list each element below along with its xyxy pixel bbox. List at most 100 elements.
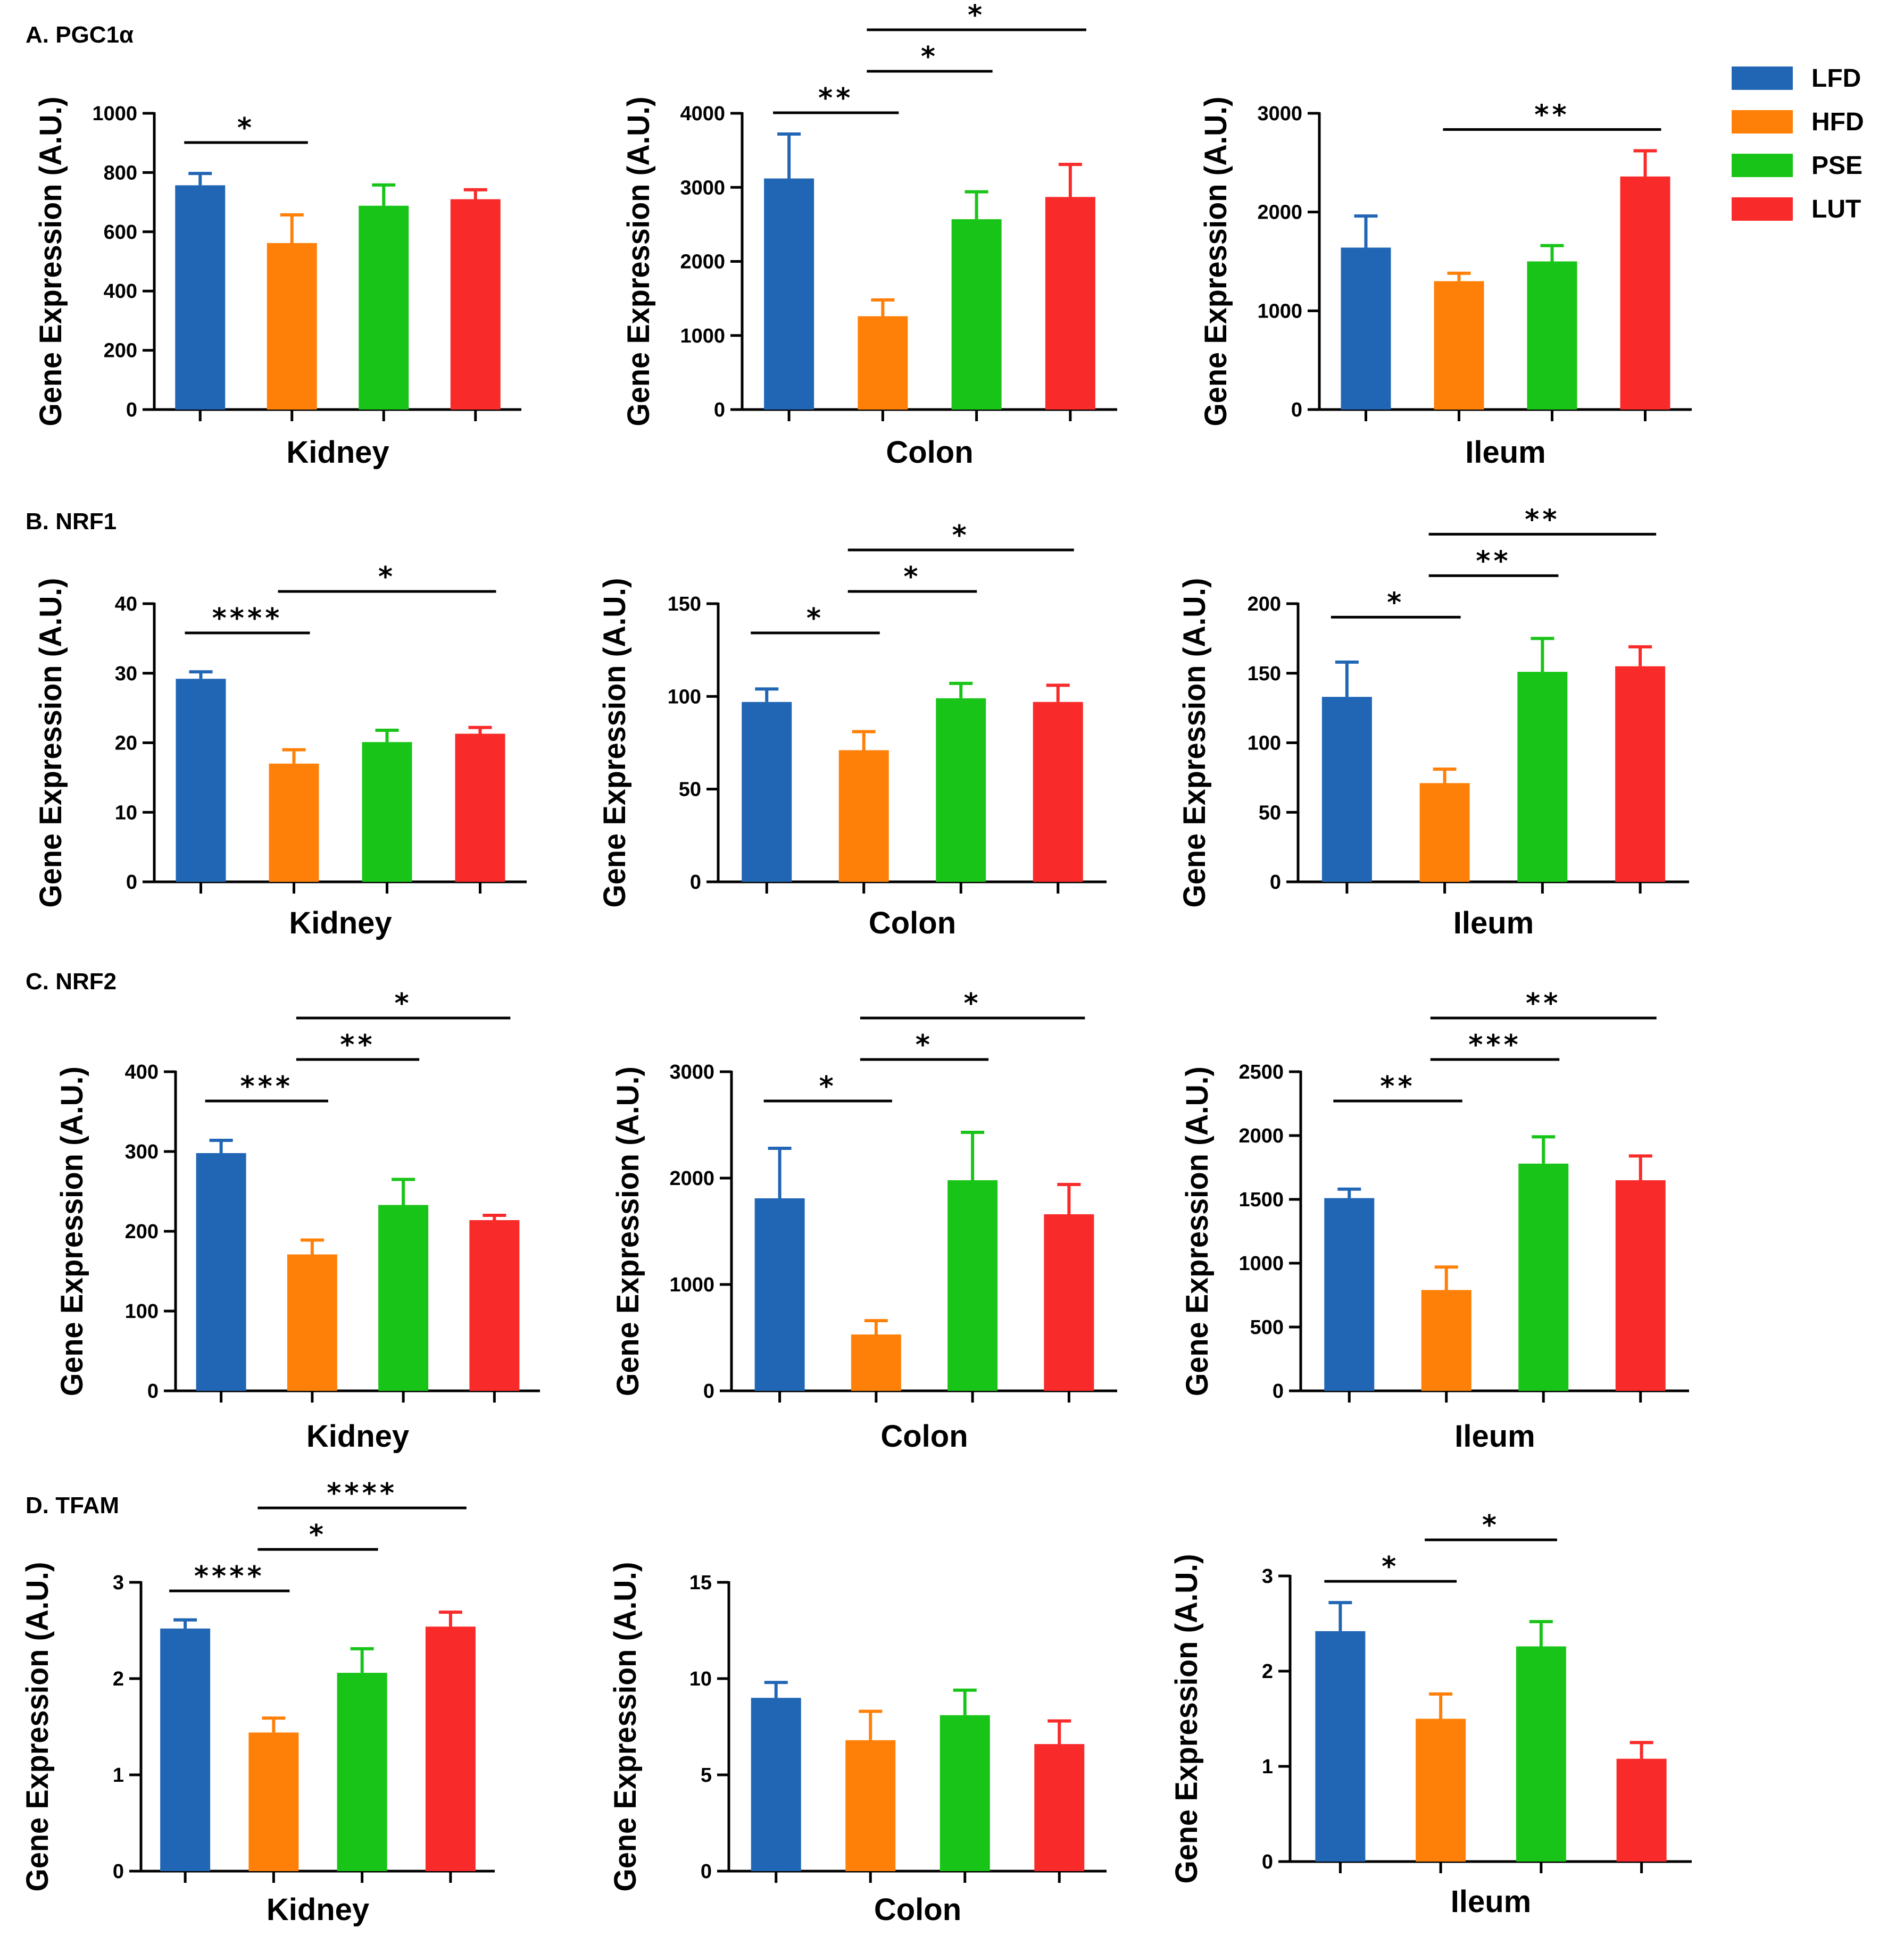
y-tick-label: 1000 [680, 325, 725, 347]
y-tick-label: 0 [714, 399, 725, 421]
y-axis-label: Gene Expression (A.U.) [34, 578, 68, 908]
legend-swatch-pse [1732, 154, 1793, 177]
legend-label-hfd: HFD [1811, 108, 1864, 136]
y-tick-label: 0 [147, 1380, 159, 1403]
bar-hfd [287, 1254, 337, 1391]
significance-label: * [395, 988, 412, 1020]
significance-label: * [952, 520, 970, 552]
x-axis-label: Ileum [1454, 1419, 1535, 1454]
y-axis-label: Gene Expression (A.U.) [611, 1066, 645, 1396]
y-tick-label: 2 [113, 1668, 124, 1690]
bar-lfd [742, 702, 792, 882]
bar-hfd [838, 750, 889, 882]
y-tick-label: 1500 [1238, 1189, 1284, 1211]
y-tick-label: 200 [1248, 593, 1281, 615]
significance-label: * [1482, 1509, 1500, 1541]
y-tick-label: 15 [689, 1572, 712, 1594]
significance-label: ** [818, 82, 853, 114]
bar-pse [939, 1715, 990, 1871]
x-axis-label: Kidney [306, 1419, 409, 1454]
significance-label: * [378, 561, 396, 593]
bar-pse [1517, 672, 1568, 882]
significance-label: * [237, 112, 255, 144]
significance-label: *** [240, 1071, 293, 1103]
y-tick-label: 3000 [669, 1061, 714, 1083]
x-axis-label: Kidney [289, 906, 392, 940]
y-tick-label: 50 [1259, 802, 1281, 824]
bar-lfd [160, 1628, 211, 1871]
bar-pse [951, 219, 1002, 410]
bar-hfd [845, 1740, 896, 1871]
bar-lut [1034, 1744, 1085, 1871]
legend-label-lut: LUT [1811, 195, 1861, 223]
chart-panel: 0 1000 2000 3000 * * * Colon Gene Expression (A.… [611, 988, 1117, 1454]
bar-lut [1615, 666, 1666, 882]
y-tick-label: 10 [115, 802, 137, 824]
y-tick-label: 0 [126, 871, 137, 894]
bar-lut [1615, 1180, 1666, 1391]
y-tick-label: 3 [1262, 1565, 1273, 1588]
bar-lut [1620, 176, 1670, 410]
bar-hfd [1419, 783, 1470, 882]
bar-hfd [858, 316, 908, 410]
bar-lfd [196, 1153, 246, 1391]
bar-lfd [751, 1698, 801, 1871]
y-tick-label: 10 [689, 1668, 712, 1690]
y-tick-label: 2000 [669, 1167, 714, 1190]
chart-panel: 0 50 100 150 * * * Colon Gene Expression (A.U.) [597, 520, 1107, 940]
y-tick-label: 5 [701, 1764, 712, 1787]
y-tick-label: 0 [701, 1860, 712, 1883]
x-axis-label: Colon [874, 1892, 961, 1927]
y-tick-label: 600 [104, 221, 137, 244]
chart-panel: 0 5 10 15 Colon Gene Expression (A.U.) [608, 1562, 1107, 1927]
significance-label: ** [1476, 545, 1511, 577]
bar-pse [1527, 261, 1577, 410]
bar-pse [1518, 1163, 1569, 1391]
legend-swatch-lfd [1732, 66, 1793, 90]
y-tick-label: 0 [113, 1860, 124, 1883]
y-tick-label: 3000 [1257, 103, 1302, 125]
y-tick-label: 0 [1262, 1851, 1273, 1873]
bar-lut [1044, 1214, 1094, 1391]
significance-label: * [807, 603, 824, 635]
bar-lut [1033, 702, 1083, 882]
significance-label: * [1382, 1551, 1399, 1583]
section-label: D. TFAM [26, 1492, 119, 1519]
significance-label: * [916, 1029, 933, 1061]
bar-lfd [175, 185, 226, 410]
y-tick-label: 1000 [1238, 1253, 1284, 1275]
y-tick-label: 1000 [1257, 300, 1302, 322]
y-tick-label: 500 [1250, 1316, 1284, 1339]
y-tick-label: 0 [703, 1380, 714, 1403]
chart-panel: 0 1000 2000 3000 ** Ileum Gene Expression (A.U… [1199, 97, 1692, 470]
legend-label-pse: PSE [1811, 152, 1863, 180]
y-tick-label: 30 [115, 663, 137, 685]
y-axis-label: Gene Expression (A.U.) [1177, 578, 1212, 908]
bar-hfd [248, 1732, 299, 1871]
bar-lut [469, 1220, 520, 1391]
significance-label: ** [1534, 99, 1569, 131]
bar-lut [1045, 197, 1095, 410]
y-tick-label: 300 [125, 1141, 159, 1163]
bar-hfd [1416, 1718, 1466, 1862]
bar-pse [359, 205, 409, 410]
y-tick-label: 200 [125, 1221, 159, 1243]
bar-pse [947, 1180, 998, 1391]
bar-hfd [269, 763, 319, 882]
y-tick-label: 200 [104, 340, 137, 362]
y-axis-label: Gene Expression (A.U.) [20, 1562, 55, 1892]
significance-label: ** [1380, 1071, 1415, 1103]
bar-pse [1516, 1646, 1566, 1862]
bar-pse [362, 742, 412, 882]
y-tick-label: 400 [125, 1061, 159, 1083]
y-tick-label: 0 [1273, 1380, 1284, 1403]
y-axis-label: Gene Expression (A.U.) [34, 97, 68, 427]
x-axis-label: Ileum [1465, 435, 1546, 470]
y-tick-label: 100 [125, 1300, 159, 1323]
bar-lut [1616, 1758, 1667, 1862]
y-tick-label: 4000 [680, 103, 725, 125]
bar-lfd [176, 679, 226, 882]
